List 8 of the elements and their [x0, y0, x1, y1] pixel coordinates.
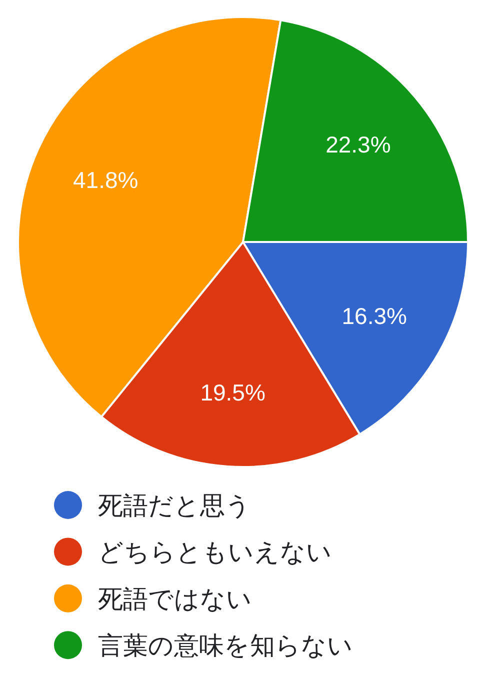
data-label: 16.3%: [342, 302, 407, 329]
data-label: 41.8%: [73, 166, 138, 193]
data-label: 19.5%: [200, 379, 266, 406]
legend-label: どちらともいえない: [98, 538, 332, 567]
legend-label: 死語だと思う: [98, 492, 251, 520]
legend-label: 言葉の意味を知らない: [98, 632, 353, 660]
data-label: 22.3%: [326, 132, 391, 158]
legend-label: 死語ではない: [98, 585, 252, 614]
